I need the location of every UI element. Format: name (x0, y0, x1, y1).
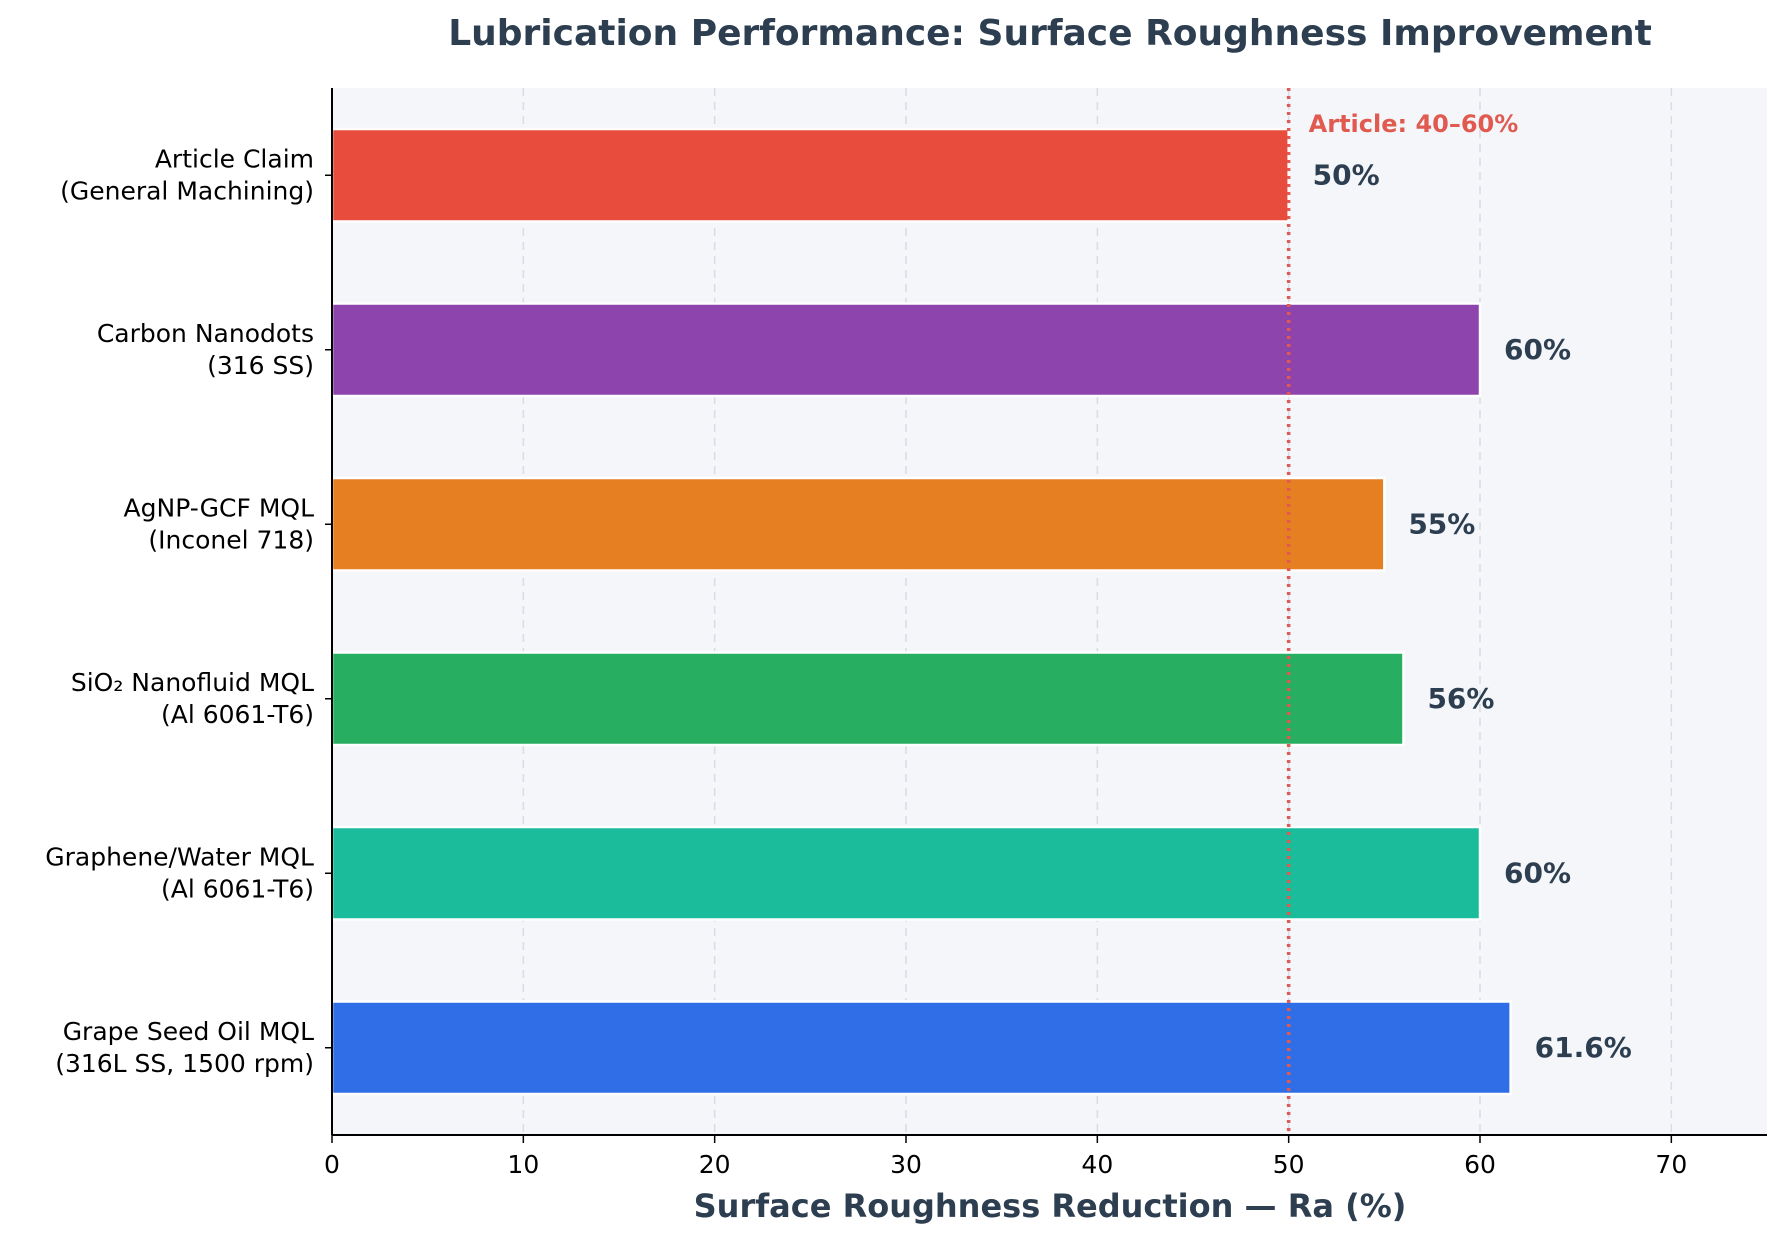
bar-value-label: 60% (1504, 333, 1571, 366)
category-label: (Inconel 718) (148, 525, 314, 554)
bar-value-label: 50% (1313, 158, 1380, 191)
bar (330, 825, 1482, 921)
category-label: Article Claim (155, 144, 314, 173)
x-tick-label: 40 (1081, 1150, 1113, 1179)
bars (330, 127, 1512, 1096)
x-tick-label: 10 (507, 1150, 539, 1179)
bar-value-label: 61.6% (1535, 1031, 1632, 1064)
category-label: (Al 6061-T6) (161, 700, 314, 729)
category-label: Grape Seed Oil MQL (63, 1017, 314, 1046)
bar-value-label: 55% (1408, 507, 1475, 540)
bar (330, 476, 1386, 572)
bar-value-label: 60% (1504, 856, 1571, 889)
x-tick-label: 60 (1464, 1150, 1496, 1179)
category-label: (General Machining) (60, 176, 314, 205)
grid-lines (522, 88, 1673, 1135)
category-label: Carbon Nanodots (97, 319, 314, 348)
plot-background (332, 88, 1767, 1135)
bar (330, 302, 1482, 398)
category-label: SiO₂ Nanofluid MQL (71, 668, 314, 697)
bar (330, 651, 1405, 747)
x-tick-label: 20 (699, 1150, 731, 1179)
reference-line-group: Article: 40–60% (1286, 88, 1519, 1135)
x-axis-label: Surface Roughness Reduction — Ra (%) (694, 1187, 1407, 1225)
bar (330, 1000, 1512, 1096)
category-label: (316L SS, 1500 rpm) (55, 1049, 314, 1078)
bar (330, 127, 1290, 223)
x-tick-label: 70 (1655, 1150, 1687, 1179)
reference-line-label: Article: 40–60% (1309, 110, 1519, 138)
category-label: (Al 6061-T6) (161, 874, 314, 903)
value-labels: 50% 60% 55% 56% 60% 61.6% (1313, 158, 1632, 1064)
category-label: AgNP-GCF MQL (124, 493, 315, 522)
x-tick-label: 50 (1273, 1150, 1305, 1179)
chart-title: Lubrication Performance: Surface Roughne… (448, 13, 1652, 54)
x-tick-label: 0 (324, 1150, 340, 1179)
category-label: Graphene/Water MQL (45, 842, 314, 871)
x-tick-label: 30 (890, 1150, 922, 1179)
axes: 0 10 20 30 40 50 60 70 (324, 88, 1767, 1179)
category-labels: Article Claim (General Machining) Carbon N… (45, 144, 332, 1078)
bar-value-label: 56% (1427, 682, 1494, 715)
category-label: (316 SS) (207, 351, 314, 380)
